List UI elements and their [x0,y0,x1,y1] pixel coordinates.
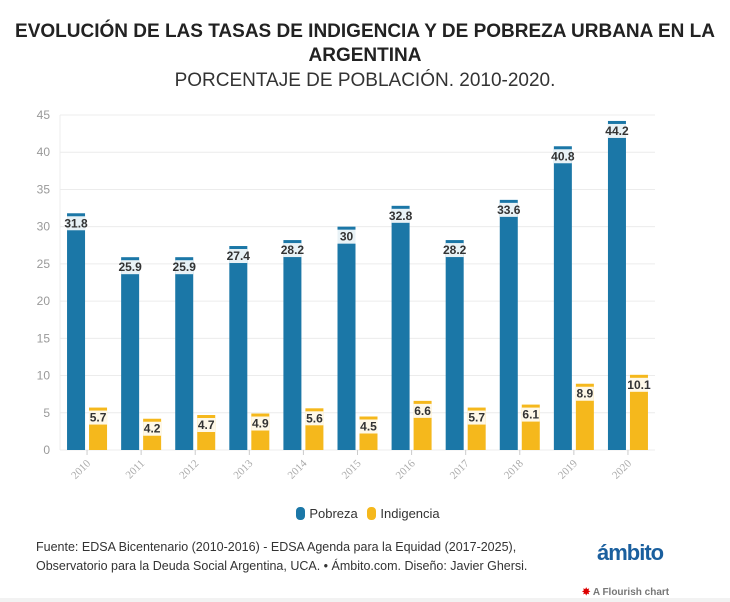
legend: Pobreza Indigencia [0,506,730,521]
data-label: 25.9 [173,260,197,274]
y-tick-label: 35 [37,182,51,196]
data-label-bg [143,421,162,436]
source-note: Fuente: EDSA Bicentenario (2010-2016) - … [36,538,556,576]
source-line-2: Observatorio para la Deuda Social Argent… [36,559,528,573]
bar-pobreza [283,240,302,450]
data-label-bg [305,411,324,426]
x-tick-label: 2017 [448,457,472,481]
data-label-bg [607,123,626,138]
chart-subtitle: PORCENTAJE DE POBLACIÓN. 2010-2020. [174,70,556,91]
y-tick-label: 0 [43,443,50,457]
legend-swatch-pobreza [296,507,306,520]
bar-pobreza [553,146,572,450]
x-tick-label: 2019 [556,457,580,481]
y-tick-label: 25 [37,257,51,271]
x-tick-label: 2011 [124,458,148,482]
y-tick-label: 45 [37,108,51,122]
data-label-bg [629,377,648,392]
data-label: 5.6 [306,411,323,425]
y-tick-label: 30 [37,220,51,234]
data-label: 31.8 [64,216,88,230]
x-tick-label: 2018 [502,457,526,481]
data-label: 4.7 [198,418,215,432]
data-label-bg [197,418,216,433]
bar-pobreza [229,246,248,450]
data-label-bg [467,410,486,425]
data-label-bg [553,149,572,164]
bar-pobreza [607,120,626,450]
data-label-bg [521,407,540,422]
legend-label-indigencia[interactable]: Indigencia [380,506,440,521]
y-tick-label: 40 [37,145,51,159]
data-label-bg [251,416,270,431]
bar-pobreza [499,199,518,450]
bar-chart: 0 5 10 15 20 25 30 35 40 45 31.8 5.7 2010 25.9 4.2 2011… [37,108,655,482]
bar-pobreza [391,205,410,450]
data-label: 5.7 [90,411,107,425]
chart-title: EVOLUCIÓN DE LAS TASAS DE INDIGENCIA Y D… [15,21,715,66]
legend-label-pobreza[interactable]: Pobreza [309,506,358,521]
data-label: 6.6 [414,404,431,418]
data-label: 33.6 [497,203,521,217]
x-tick-label: 2014 [285,457,309,481]
bar-pobreza [337,226,356,450]
flourish-credit[interactable]: ✸ A Flourish chart [582,587,669,598]
x-tick-label: 2015 [340,457,364,481]
data-label-bg [575,386,594,401]
data-label-bg [229,249,248,264]
data-label: 6.1 [522,408,539,422]
y-tick-label: 15 [37,331,51,345]
data-label: 32.8 [389,209,413,223]
flourish-icon: ✸ [582,587,591,598]
data-label: 30 [340,230,354,244]
data-label: 4.5 [360,420,377,434]
bar-indigencia [629,374,648,450]
ambito-logo[interactable]: ámbito [597,540,664,565]
data-label-bg [359,419,378,434]
data-label: 4.2 [144,422,161,436]
data-label-bg [413,403,432,418]
data-label-bg [445,243,464,258]
bar-pobreza [445,240,464,450]
bar-pobreza [121,257,140,450]
data-label: 4.9 [252,417,269,431]
data-label: 40.8 [551,149,575,163]
data-label: 27.4 [227,249,251,263]
bar-pobreza [175,257,194,450]
y-tick-label: 10 [37,369,51,383]
data-label: 5.7 [468,411,485,425]
bar-pobreza [67,213,86,450]
data-label-bg [283,243,302,258]
x-tick-label: 2010 [69,457,93,481]
bottom-bar [0,598,730,602]
data-label-bg [121,260,140,275]
data-label-bg [337,229,356,244]
data-label-bg [175,260,194,275]
y-tick-label: 5 [43,406,50,420]
data-label: 8.9 [577,387,594,401]
data-label: 28.2 [443,243,467,257]
data-label-bg [89,410,108,425]
data-label: 44.2 [605,124,629,138]
data-label-bg [391,208,410,223]
data-label: 28.2 [281,243,305,257]
x-tick-label: 2013 [231,457,255,481]
data-label: 10.1 [627,378,651,392]
legend-swatch-indigencia [367,507,377,520]
flourish-label: A Flourish chart [592,587,670,598]
source-line-1: Fuente: EDSA Bicentenario (2010-2016) - … [36,540,517,554]
data-label-bg [499,202,518,217]
data-label-bg [67,216,86,231]
y-tick-label: 20 [37,294,51,308]
data-label: 25.9 [118,260,142,274]
x-tick-label: 2016 [394,457,418,481]
x-tick-label: 2020 [610,457,634,481]
x-tick-label: 2012 [177,458,201,482]
